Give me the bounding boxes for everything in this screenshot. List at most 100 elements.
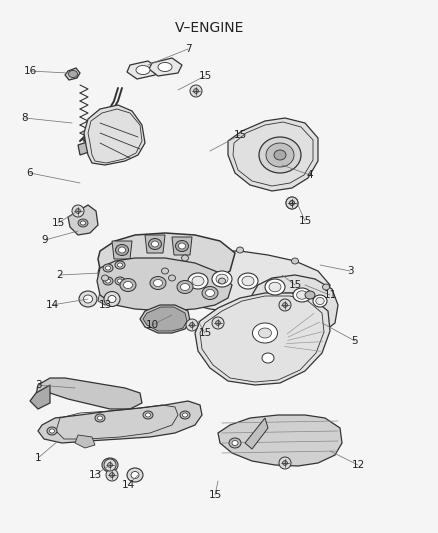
Polygon shape bbox=[149, 58, 182, 76]
Ellipse shape bbox=[148, 238, 162, 249]
Ellipse shape bbox=[316, 297, 324, 304]
Text: 15: 15 bbox=[233, 130, 247, 140]
Ellipse shape bbox=[102, 458, 118, 472]
Ellipse shape bbox=[116, 245, 128, 255]
Ellipse shape bbox=[150, 277, 166, 289]
Ellipse shape bbox=[188, 273, 208, 289]
Ellipse shape bbox=[119, 247, 126, 253]
Ellipse shape bbox=[84, 295, 92, 303]
Ellipse shape bbox=[232, 440, 238, 446]
Ellipse shape bbox=[279, 457, 291, 469]
Ellipse shape bbox=[297, 291, 307, 299]
Text: 15: 15 bbox=[288, 280, 302, 290]
Ellipse shape bbox=[212, 317, 224, 329]
Text: 14: 14 bbox=[46, 300, 59, 310]
Ellipse shape bbox=[219, 278, 226, 284]
Ellipse shape bbox=[179, 243, 186, 249]
Ellipse shape bbox=[108, 295, 116, 303]
Ellipse shape bbox=[290, 200, 294, 205]
Polygon shape bbox=[195, 293, 330, 385]
Ellipse shape bbox=[292, 258, 299, 264]
Polygon shape bbox=[36, 378, 142, 409]
Ellipse shape bbox=[72, 205, 84, 217]
Polygon shape bbox=[145, 235, 165, 253]
Ellipse shape bbox=[305, 291, 315, 299]
Polygon shape bbox=[250, 275, 338, 338]
Ellipse shape bbox=[290, 200, 294, 205]
Ellipse shape bbox=[216, 274, 228, 284]
Ellipse shape bbox=[180, 284, 190, 290]
Ellipse shape bbox=[202, 287, 218, 300]
Text: 14: 14 bbox=[121, 480, 134, 490]
Polygon shape bbox=[65, 68, 80, 80]
Ellipse shape bbox=[181, 255, 188, 261]
Text: 9: 9 bbox=[42, 235, 48, 245]
Ellipse shape bbox=[258, 328, 272, 338]
Ellipse shape bbox=[115, 277, 125, 285]
Polygon shape bbox=[127, 61, 158, 79]
Ellipse shape bbox=[117, 263, 123, 267]
Ellipse shape bbox=[106, 266, 110, 270]
Polygon shape bbox=[98, 233, 235, 289]
Ellipse shape bbox=[252, 323, 278, 343]
Ellipse shape bbox=[104, 459, 116, 471]
Polygon shape bbox=[143, 307, 187, 331]
Text: 1: 1 bbox=[35, 453, 41, 463]
Ellipse shape bbox=[76, 208, 81, 213]
Ellipse shape bbox=[259, 137, 301, 173]
Ellipse shape bbox=[242, 276, 254, 286]
Text: 10: 10 bbox=[145, 320, 159, 330]
Ellipse shape bbox=[95, 414, 105, 422]
Ellipse shape bbox=[102, 275, 109, 281]
Ellipse shape bbox=[283, 461, 287, 465]
Ellipse shape bbox=[106, 469, 118, 481]
Ellipse shape bbox=[194, 88, 198, 93]
Polygon shape bbox=[172, 237, 192, 255]
Ellipse shape bbox=[143, 411, 153, 419]
Ellipse shape bbox=[47, 427, 57, 435]
Polygon shape bbox=[98, 291, 115, 305]
Ellipse shape bbox=[274, 150, 286, 160]
Text: 6: 6 bbox=[27, 168, 33, 178]
Ellipse shape bbox=[152, 241, 159, 247]
Ellipse shape bbox=[265, 279, 285, 295]
Polygon shape bbox=[228, 118, 318, 191]
Ellipse shape bbox=[104, 292, 120, 306]
Polygon shape bbox=[30, 385, 50, 409]
Ellipse shape bbox=[205, 289, 215, 296]
Ellipse shape bbox=[115, 261, 125, 269]
Polygon shape bbox=[38, 401, 202, 443]
Ellipse shape bbox=[127, 468, 143, 482]
Ellipse shape bbox=[153, 279, 162, 287]
Ellipse shape bbox=[286, 197, 298, 209]
Text: 15: 15 bbox=[198, 71, 212, 81]
Ellipse shape bbox=[136, 66, 150, 75]
Polygon shape bbox=[168, 251, 330, 315]
Text: 3: 3 bbox=[347, 266, 353, 276]
Text: 7: 7 bbox=[185, 44, 191, 54]
Ellipse shape bbox=[313, 295, 327, 307]
Polygon shape bbox=[84, 105, 145, 165]
Ellipse shape bbox=[269, 282, 281, 292]
Ellipse shape bbox=[176, 240, 188, 252]
Polygon shape bbox=[75, 435, 95, 448]
Text: 13: 13 bbox=[88, 470, 102, 480]
Polygon shape bbox=[285, 290, 312, 311]
Ellipse shape bbox=[262, 353, 274, 363]
Text: 15: 15 bbox=[51, 218, 65, 228]
Text: 2: 2 bbox=[57, 270, 64, 280]
Polygon shape bbox=[218, 415, 342, 466]
Ellipse shape bbox=[162, 268, 169, 274]
Ellipse shape bbox=[190, 85, 202, 97]
Ellipse shape bbox=[183, 413, 187, 417]
Text: V–ENGINE: V–ENGINE bbox=[175, 21, 244, 35]
Ellipse shape bbox=[283, 303, 287, 308]
Ellipse shape bbox=[190, 322, 194, 327]
Ellipse shape bbox=[238, 273, 258, 289]
Ellipse shape bbox=[215, 321, 220, 326]
Ellipse shape bbox=[131, 472, 139, 479]
Ellipse shape bbox=[120, 279, 136, 292]
Text: 15: 15 bbox=[298, 216, 311, 226]
Polygon shape bbox=[97, 258, 232, 311]
Text: 11: 11 bbox=[323, 290, 337, 300]
